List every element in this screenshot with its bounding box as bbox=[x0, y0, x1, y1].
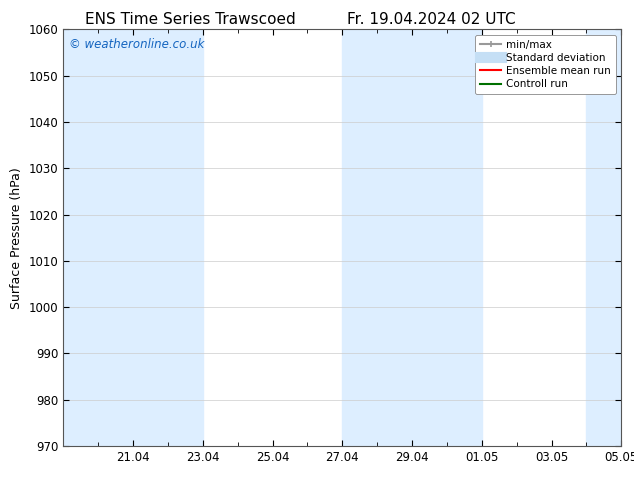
Bar bbox=[412, 29, 482, 446]
Bar bbox=[133, 29, 203, 446]
Text: © weatheronline.co.uk: © weatheronline.co.uk bbox=[69, 38, 204, 51]
Bar bbox=[586, 29, 621, 446]
Text: ENS Time Series Trawscoed: ENS Time Series Trawscoed bbox=[85, 12, 295, 27]
Y-axis label: Surface Pressure (hPa): Surface Pressure (hPa) bbox=[10, 167, 23, 309]
Text: Fr. 19.04.2024 02 UTC: Fr. 19.04.2024 02 UTC bbox=[347, 12, 515, 27]
Legend: min/max, Standard deviation, Ensemble mean run, Controll run: min/max, Standard deviation, Ensemble me… bbox=[475, 35, 616, 95]
Bar bbox=[63, 29, 133, 446]
Bar bbox=[342, 29, 412, 446]
